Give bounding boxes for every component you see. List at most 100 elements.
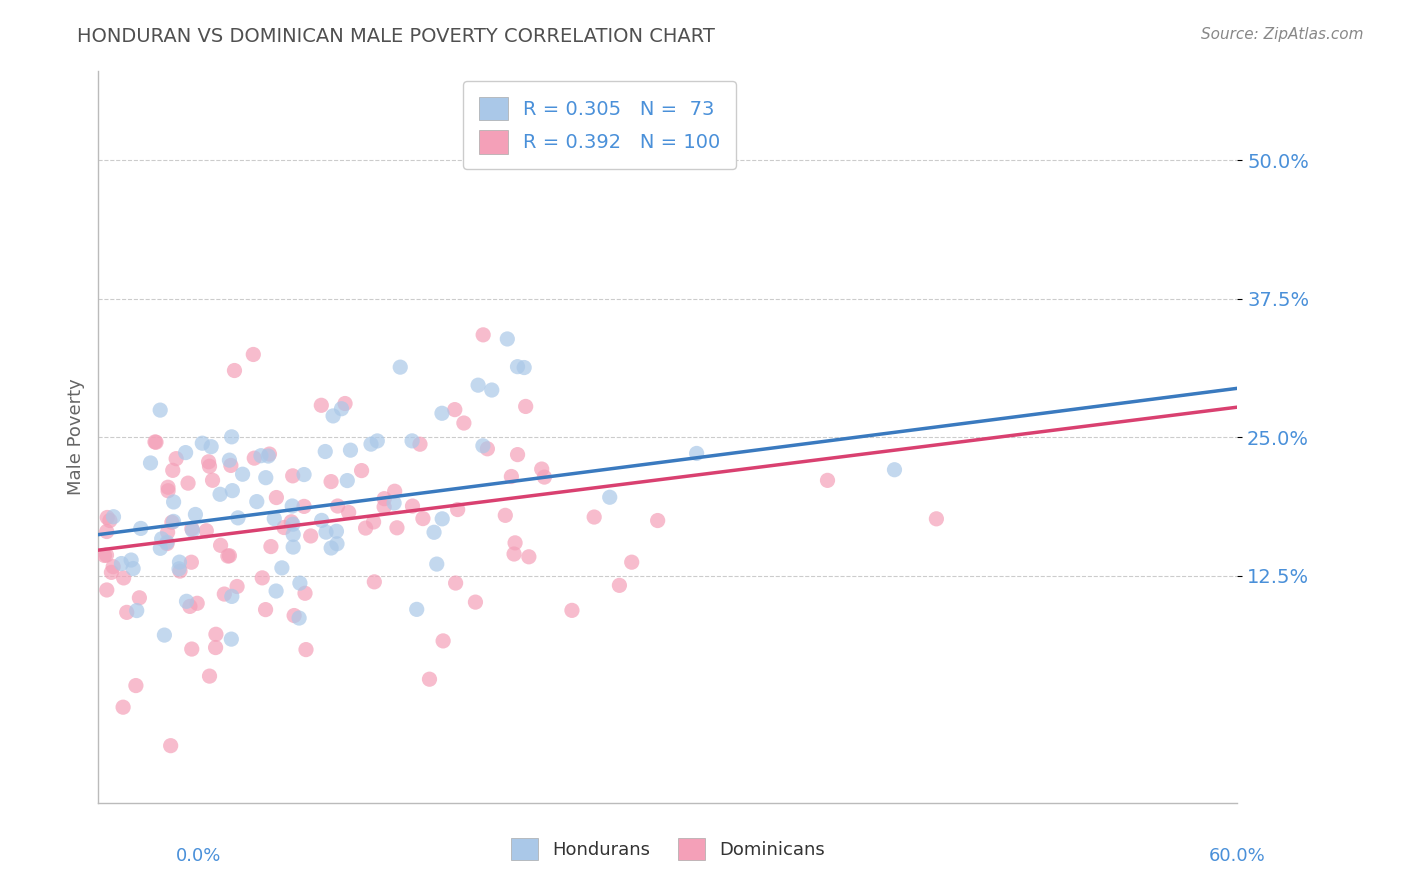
- Point: [162, 495, 184, 509]
- Point: [311, 513, 333, 527]
- Point: [162, 463, 184, 477]
- Point: [139, 456, 162, 470]
- Point: [112, 700, 135, 714]
- Point: [326, 499, 349, 513]
- Point: [221, 632, 243, 647]
- Point: [169, 564, 191, 578]
- Point: [176, 594, 198, 608]
- Point: [513, 360, 536, 375]
- Point: [496, 332, 519, 346]
- Point: [423, 525, 446, 540]
- Point: [177, 476, 200, 491]
- Point: [384, 484, 406, 499]
- Point: [401, 499, 423, 513]
- Point: [110, 557, 132, 571]
- Point: [360, 437, 382, 451]
- Point: [517, 549, 540, 564]
- Text: 60.0%: 60.0%: [1209, 847, 1265, 865]
- Point: [283, 540, 305, 554]
- Point: [336, 474, 359, 488]
- Point: [149, 403, 172, 417]
- Point: [447, 502, 470, 516]
- Point: [197, 455, 219, 469]
- Point: [503, 536, 526, 550]
- Point: [294, 586, 316, 600]
- Point: [169, 555, 191, 569]
- Point: [443, 402, 465, 417]
- Point: [292, 500, 315, 514]
- Point: [224, 363, 246, 377]
- Point: [319, 475, 342, 489]
- Point: [477, 442, 499, 456]
- Point: [149, 541, 172, 556]
- Text: 0.0%: 0.0%: [176, 847, 221, 865]
- Point: [444, 576, 467, 591]
- Point: [339, 443, 361, 458]
- Point: [180, 555, 202, 569]
- Point: [354, 521, 377, 535]
- Point: [180, 522, 202, 536]
- Point: [599, 490, 621, 504]
- Point: [515, 400, 537, 414]
- Point: [401, 434, 423, 448]
- Point: [143, 434, 166, 449]
- Point: [373, 500, 395, 514]
- Point: [221, 590, 243, 604]
- Point: [409, 437, 432, 451]
- Point: [156, 480, 179, 494]
- Point: [281, 499, 304, 513]
- Point: [160, 516, 183, 530]
- Point: [561, 603, 583, 617]
- Point: [98, 514, 121, 528]
- Point: [162, 515, 184, 529]
- Point: [333, 396, 356, 410]
- Point: [103, 509, 125, 524]
- Point: [321, 541, 343, 555]
- Point: [243, 451, 266, 466]
- Point: [128, 591, 150, 605]
- Point: [471, 439, 494, 453]
- Point: [609, 578, 631, 592]
- Point: [165, 451, 187, 466]
- Point: [503, 547, 526, 561]
- Point: [266, 491, 288, 505]
- Point: [506, 448, 529, 462]
- Point: [181, 524, 204, 538]
- Point: [382, 496, 405, 510]
- Point: [330, 401, 353, 416]
- Point: [115, 606, 138, 620]
- Point: [145, 435, 167, 450]
- Point: [96, 524, 118, 539]
- Point: [125, 679, 148, 693]
- Point: [156, 535, 179, 549]
- Point: [174, 445, 197, 459]
- Point: [273, 520, 295, 534]
- Point: [363, 515, 385, 529]
- Point: [191, 436, 214, 450]
- Point: [685, 446, 707, 460]
- Point: [195, 524, 218, 538]
- Point: [583, 510, 606, 524]
- Point: [156, 525, 179, 540]
- Point: [280, 515, 302, 529]
- Point: [112, 571, 135, 585]
- Point: [281, 468, 304, 483]
- Point: [125, 603, 148, 617]
- Point: [205, 627, 228, 641]
- Point: [494, 508, 516, 523]
- Point: [122, 561, 145, 575]
- Point: [242, 347, 264, 361]
- Point: [198, 459, 221, 474]
- Point: [257, 449, 280, 463]
- Point: [120, 553, 142, 567]
- Point: [366, 434, 388, 448]
- Point: [218, 549, 240, 563]
- Point: [389, 360, 412, 375]
- Point: [184, 508, 207, 522]
- Point: [250, 449, 273, 463]
- Point: [232, 467, 254, 482]
- Point: [96, 510, 118, 524]
- Point: [464, 595, 486, 609]
- Point: [295, 642, 318, 657]
- Point: [200, 440, 222, 454]
